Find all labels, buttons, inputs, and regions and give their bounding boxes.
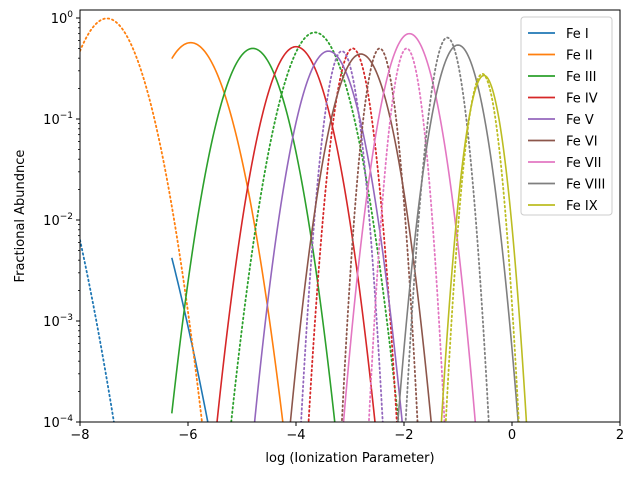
- y-axis-label: Fractional Abundnce: [13, 150, 28, 283]
- x-axis: −8 −6 −4 −2 0 2: [70, 422, 624, 443]
- y-tick-label: 10−1: [43, 111, 73, 128]
- y-tick-exponent: −1: [60, 111, 73, 121]
- legend-label: Fe III: [566, 70, 596, 85]
- legend-label: Fe II: [566, 49, 593, 64]
- x-tick-label: −6: [178, 428, 197, 443]
- y-tick-label: 10−2: [43, 212, 73, 229]
- y-tick-base: 10: [43, 214, 60, 229]
- y-tick-base: 10: [43, 416, 60, 431]
- legend-label: Fe IX: [566, 199, 598, 214]
- y-tick-base: 10: [43, 315, 60, 330]
- legend-label: Fe I: [566, 27, 589, 42]
- y-tick-label: 10−3: [43, 313, 73, 330]
- series-line-solid: [171, 47, 336, 422]
- y-tick-exponent: 0: [67, 10, 73, 20]
- x-tick-label: −8: [70, 428, 89, 443]
- x-axis-label: log (Ionization Parameter): [265, 451, 434, 466]
- legend-label: Fe V: [566, 113, 594, 128]
- series-line-dotted: [307, 47, 398, 422]
- legend-label: Fe VI: [566, 135, 598, 150]
- legend-label: Fe IV: [566, 92, 598, 107]
- series-line-solid: [171, 41, 284, 422]
- y-tick-exponent: −2: [60, 212, 73, 222]
- series-line-solid: [342, 32, 477, 422]
- series-line-dotted: [80, 17, 203, 422]
- series-line-solid: [289, 53, 432, 422]
- x-tick-label: 2: [616, 428, 624, 443]
- series-line-solid: [253, 50, 404, 422]
- x-tick-label: −2: [394, 428, 413, 443]
- y-tick-exponent: −3: [60, 313, 73, 323]
- plot-frame: [79, 9, 621, 423]
- y-tick-base: 10: [51, 12, 68, 27]
- legend-box: [520, 16, 613, 216]
- y-tick-label: 10−4: [43, 414, 73, 431]
- legend-label: Fe VIII: [566, 178, 605, 193]
- y-tick-label: 100: [51, 10, 74, 27]
- series-lines: [80, 17, 528, 422]
- legend: Fe I Fe II Fe III Fe IV Fe V Fe VI Fe VII Fe VI…: [520, 16, 613, 216]
- y-tick-base: 10: [43, 113, 60, 128]
- series-line-dotted: [340, 47, 419, 422]
- series-line-solid: [216, 45, 376, 422]
- x-tick-label: 0: [508, 428, 516, 443]
- x-tick-label: −4: [286, 428, 305, 443]
- legend-label: Fe VII: [566, 156, 601, 171]
- y-tick-exponent: −4: [60, 414, 74, 424]
